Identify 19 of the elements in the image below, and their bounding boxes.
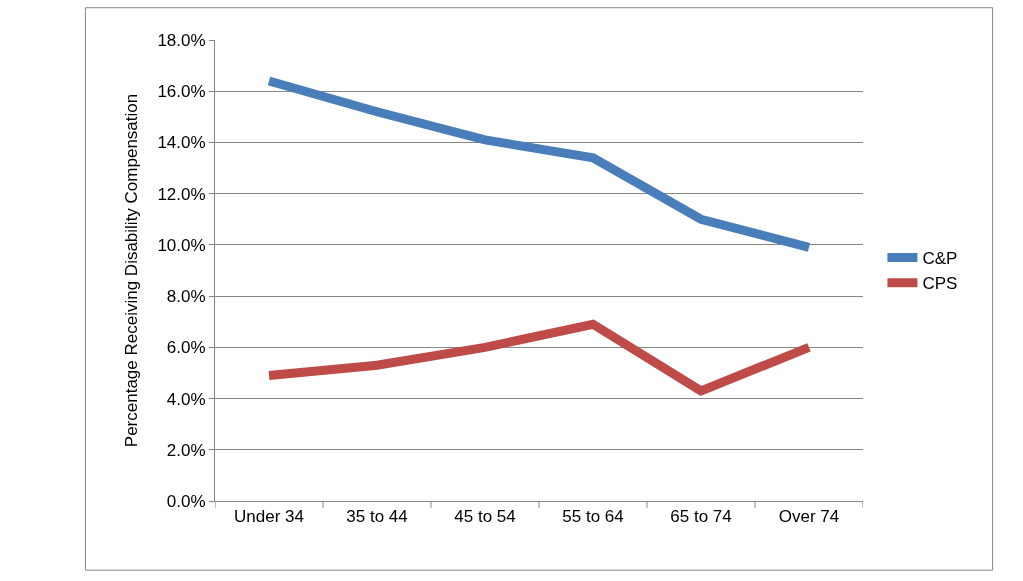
y-tick-label: 4.0%: [166, 389, 206, 409]
x-tick-label: 35 to 44: [346, 507, 408, 527]
y-axis-title: Percentage Receiving Disability Compensation: [121, 93, 141, 448]
y-tick-label: 16.0%: [157, 82, 206, 102]
x-tick-label: 45 to 54: [454, 507, 516, 527]
x-tick-label: 55 to 64: [562, 507, 624, 527]
y-tick-label: 0.0%: [166, 491, 206, 511]
y-tick-label: 2.0%: [166, 440, 206, 460]
y-tick-label: 8.0%: [166, 287, 206, 307]
x-tick-label: 65 to 74: [670, 507, 732, 527]
y-tick-label: 6.0%: [166, 338, 206, 358]
x-tick-label: Over 74: [778, 507, 840, 527]
legend-label: CPS: [922, 274, 958, 294]
y-tick-label: 12.0%: [157, 184, 206, 204]
legend-label: C&P: [922, 249, 958, 269]
y-tick-label: 18.0%: [157, 30, 206, 50]
x-tick-label: Under 34: [234, 507, 304, 527]
y-tick-label: 14.0%: [157, 133, 206, 153]
y-tick-label: 10.0%: [157, 235, 206, 255]
